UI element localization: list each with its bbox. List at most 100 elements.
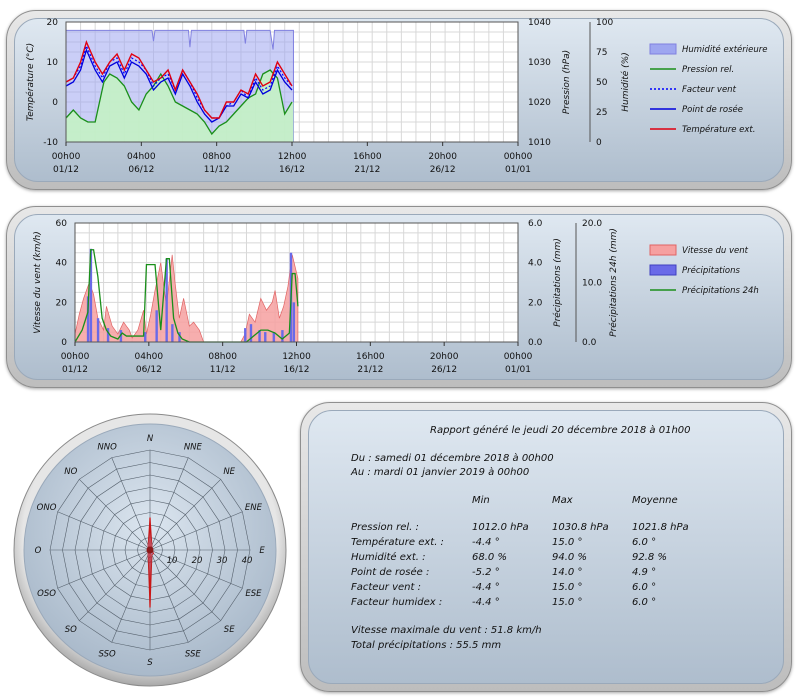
x-tick-label: 20h00 — [428, 152, 457, 162]
y3-tick-label: 0.0 — [582, 338, 597, 348]
y-axis-label: Vitesse du vent (km/h) — [33, 231, 43, 333]
rose-spoke — [149, 511, 243, 551]
report-row-mean: 92.8 % — [632, 552, 667, 563]
report-title: Rapport généré le jeudi 20 décembre 2018… — [430, 425, 691, 436]
y3-tick-label: 0 — [596, 138, 602, 148]
legend-label: Température ext. — [682, 124, 755, 135]
dewpoint-line — [65, 48, 293, 123]
precipitation-bar — [119, 330, 123, 342]
precipitation-bar — [249, 324, 253, 342]
legend-label: Facteur vent — [682, 85, 737, 95]
x-tick-label: 04h00 — [135, 352, 164, 362]
rose-spoke — [57, 549, 151, 589]
rose-scale-label: 10 — [167, 556, 178, 566]
y2-axis-label: Pression (hPa) — [562, 50, 572, 114]
legend-label: Humidité extérieure — [682, 44, 767, 55]
precipitation-bar — [244, 328, 247, 342]
report-row-max: 1030.8 hPa — [552, 522, 609, 533]
y2-tick-label: 1010 — [528, 138, 551, 148]
legend-label: Précipitations — [682, 265, 740, 276]
x-tick-label: 21/12 — [354, 165, 380, 175]
rose-spoke — [149, 549, 243, 589]
x-tick-label: 04h00 — [127, 152, 156, 162]
wind-rose-center — [146, 546, 154, 554]
rose-direction-label: ESE — [245, 589, 262, 599]
rose-spoke — [79, 549, 151, 621]
report-row-label: Point de rosée : — [351, 567, 430, 578]
y2-tick-label: 4.0 — [528, 259, 543, 269]
x-tick-label: 26/12 — [430, 165, 456, 175]
rose-direction-label: N — [147, 434, 154, 444]
rose-spoke — [149, 549, 189, 643]
temperature-chart: 20100-101040103010201010100755025000h000… — [25, 18, 767, 175]
report-panel — [300, 402, 792, 692]
x-tick-label: 00h00 — [504, 352, 533, 362]
y2-tick-label: 1030 — [528, 58, 551, 68]
precipitation-24h-line — [74, 249, 299, 343]
y-tick-label: 20 — [47, 18, 59, 28]
x-tick-label: 21/12 — [357, 365, 383, 375]
wind-rose-chart: NNNENEENEEESESESSESSSOSOOSOOONONONNO0102… — [13, 413, 287, 687]
x-tick-label: 01/01 — [505, 165, 531, 175]
report-row-max: 94.0 % — [552, 552, 587, 563]
pressure-line — [65, 69, 293, 136]
precipitation-bar — [178, 332, 181, 342]
y3-axis-label: Humidité (%) — [620, 52, 631, 111]
x-tick-label: 12h00 — [278, 152, 307, 162]
report-total-precip: Total précipitations : 55.5 mm — [351, 640, 502, 651]
report-row-label: Humidité ext. : — [351, 552, 426, 563]
x-tick-label: 26/12 — [431, 365, 457, 375]
rose-direction-label: SSO — [99, 649, 116, 659]
rose-scale-label: 40 — [242, 556, 253, 566]
y2-tick-label: 1040 — [528, 18, 551, 28]
x-tick-label: 06/12 — [136, 365, 162, 375]
rose-spoke — [111, 457, 151, 551]
x-tick-label: 12h00 — [282, 352, 311, 362]
rose-direction-label: SO — [65, 625, 77, 635]
report-panel-inner — [308, 410, 784, 684]
y-tick-label: 40 — [56, 259, 68, 269]
report-row-max: 15.0 ° — [552, 537, 583, 548]
x-tick-label: 01/01 — [505, 365, 531, 375]
report-row-min: 68.0 % — [472, 552, 507, 563]
report-row-mean: 6.0 ° — [632, 597, 657, 608]
y2-tick-label: 2.0 — [528, 298, 543, 308]
report-row-max: 14.0 ° — [552, 567, 583, 578]
y-tick-label: 60 — [56, 219, 68, 229]
precipitation-bar — [281, 330, 284, 342]
wind-chart: 60 40 20 0 6.0 4.0 2.0 0.0 20.0 10.0 0.0 00h00 01/12… — [33, 219, 759, 375]
y-tick-label: 10 — [47, 58, 59, 68]
x-tick-label: 01/12 — [53, 165, 79, 175]
rose-direction-label: NNE — [184, 443, 203, 453]
rose-spoke — [149, 457, 189, 551]
precipitation-bar — [89, 248, 93, 342]
report-row-mean: 6.0 ° — [632, 582, 657, 593]
x-tick-label: 00h00 — [52, 152, 81, 162]
pressure-fill — [66, 70, 294, 142]
precipitation-bar — [171, 324, 174, 342]
report-row-mean: 6.0 ° — [632, 537, 657, 548]
rose-direction-label: SSE — [185, 649, 201, 659]
x-tick-label: 16/12 — [284, 365, 310, 375]
precipitation-bar — [106, 328, 110, 342]
report-header-mean: Moyenne — [632, 495, 678, 506]
report-row-label: Facteur vent : — [351, 582, 421, 593]
x-tick-label: 16h00 — [356, 352, 385, 362]
rose-spoke — [79, 479, 151, 551]
x-tick-label: 16/12 — [279, 165, 305, 175]
rose-direction-label: NE — [223, 467, 235, 477]
x-tick-label: 11/12 — [210, 365, 236, 375]
y2-tick-label: 0.0 — [528, 338, 543, 348]
legend-label: Pression rel. — [682, 65, 734, 75]
legend-swatch — [649, 264, 677, 276]
precipitation-bar — [272, 332, 276, 342]
precipitation-bar — [165, 258, 168, 342]
x-tick-label: 08h00 — [202, 152, 231, 162]
legend-label: Précipitations 24h — [682, 285, 759, 296]
y3-axis-label: Précipitations 24h (mm) — [608, 228, 619, 337]
rose-direction-label: S — [147, 658, 153, 668]
x-tick-label: 11/12 — [204, 165, 230, 175]
rose-direction-label: OSO — [37, 589, 56, 599]
precipitation-bar — [86, 296, 90, 342]
precipitation-bar — [96, 318, 100, 342]
